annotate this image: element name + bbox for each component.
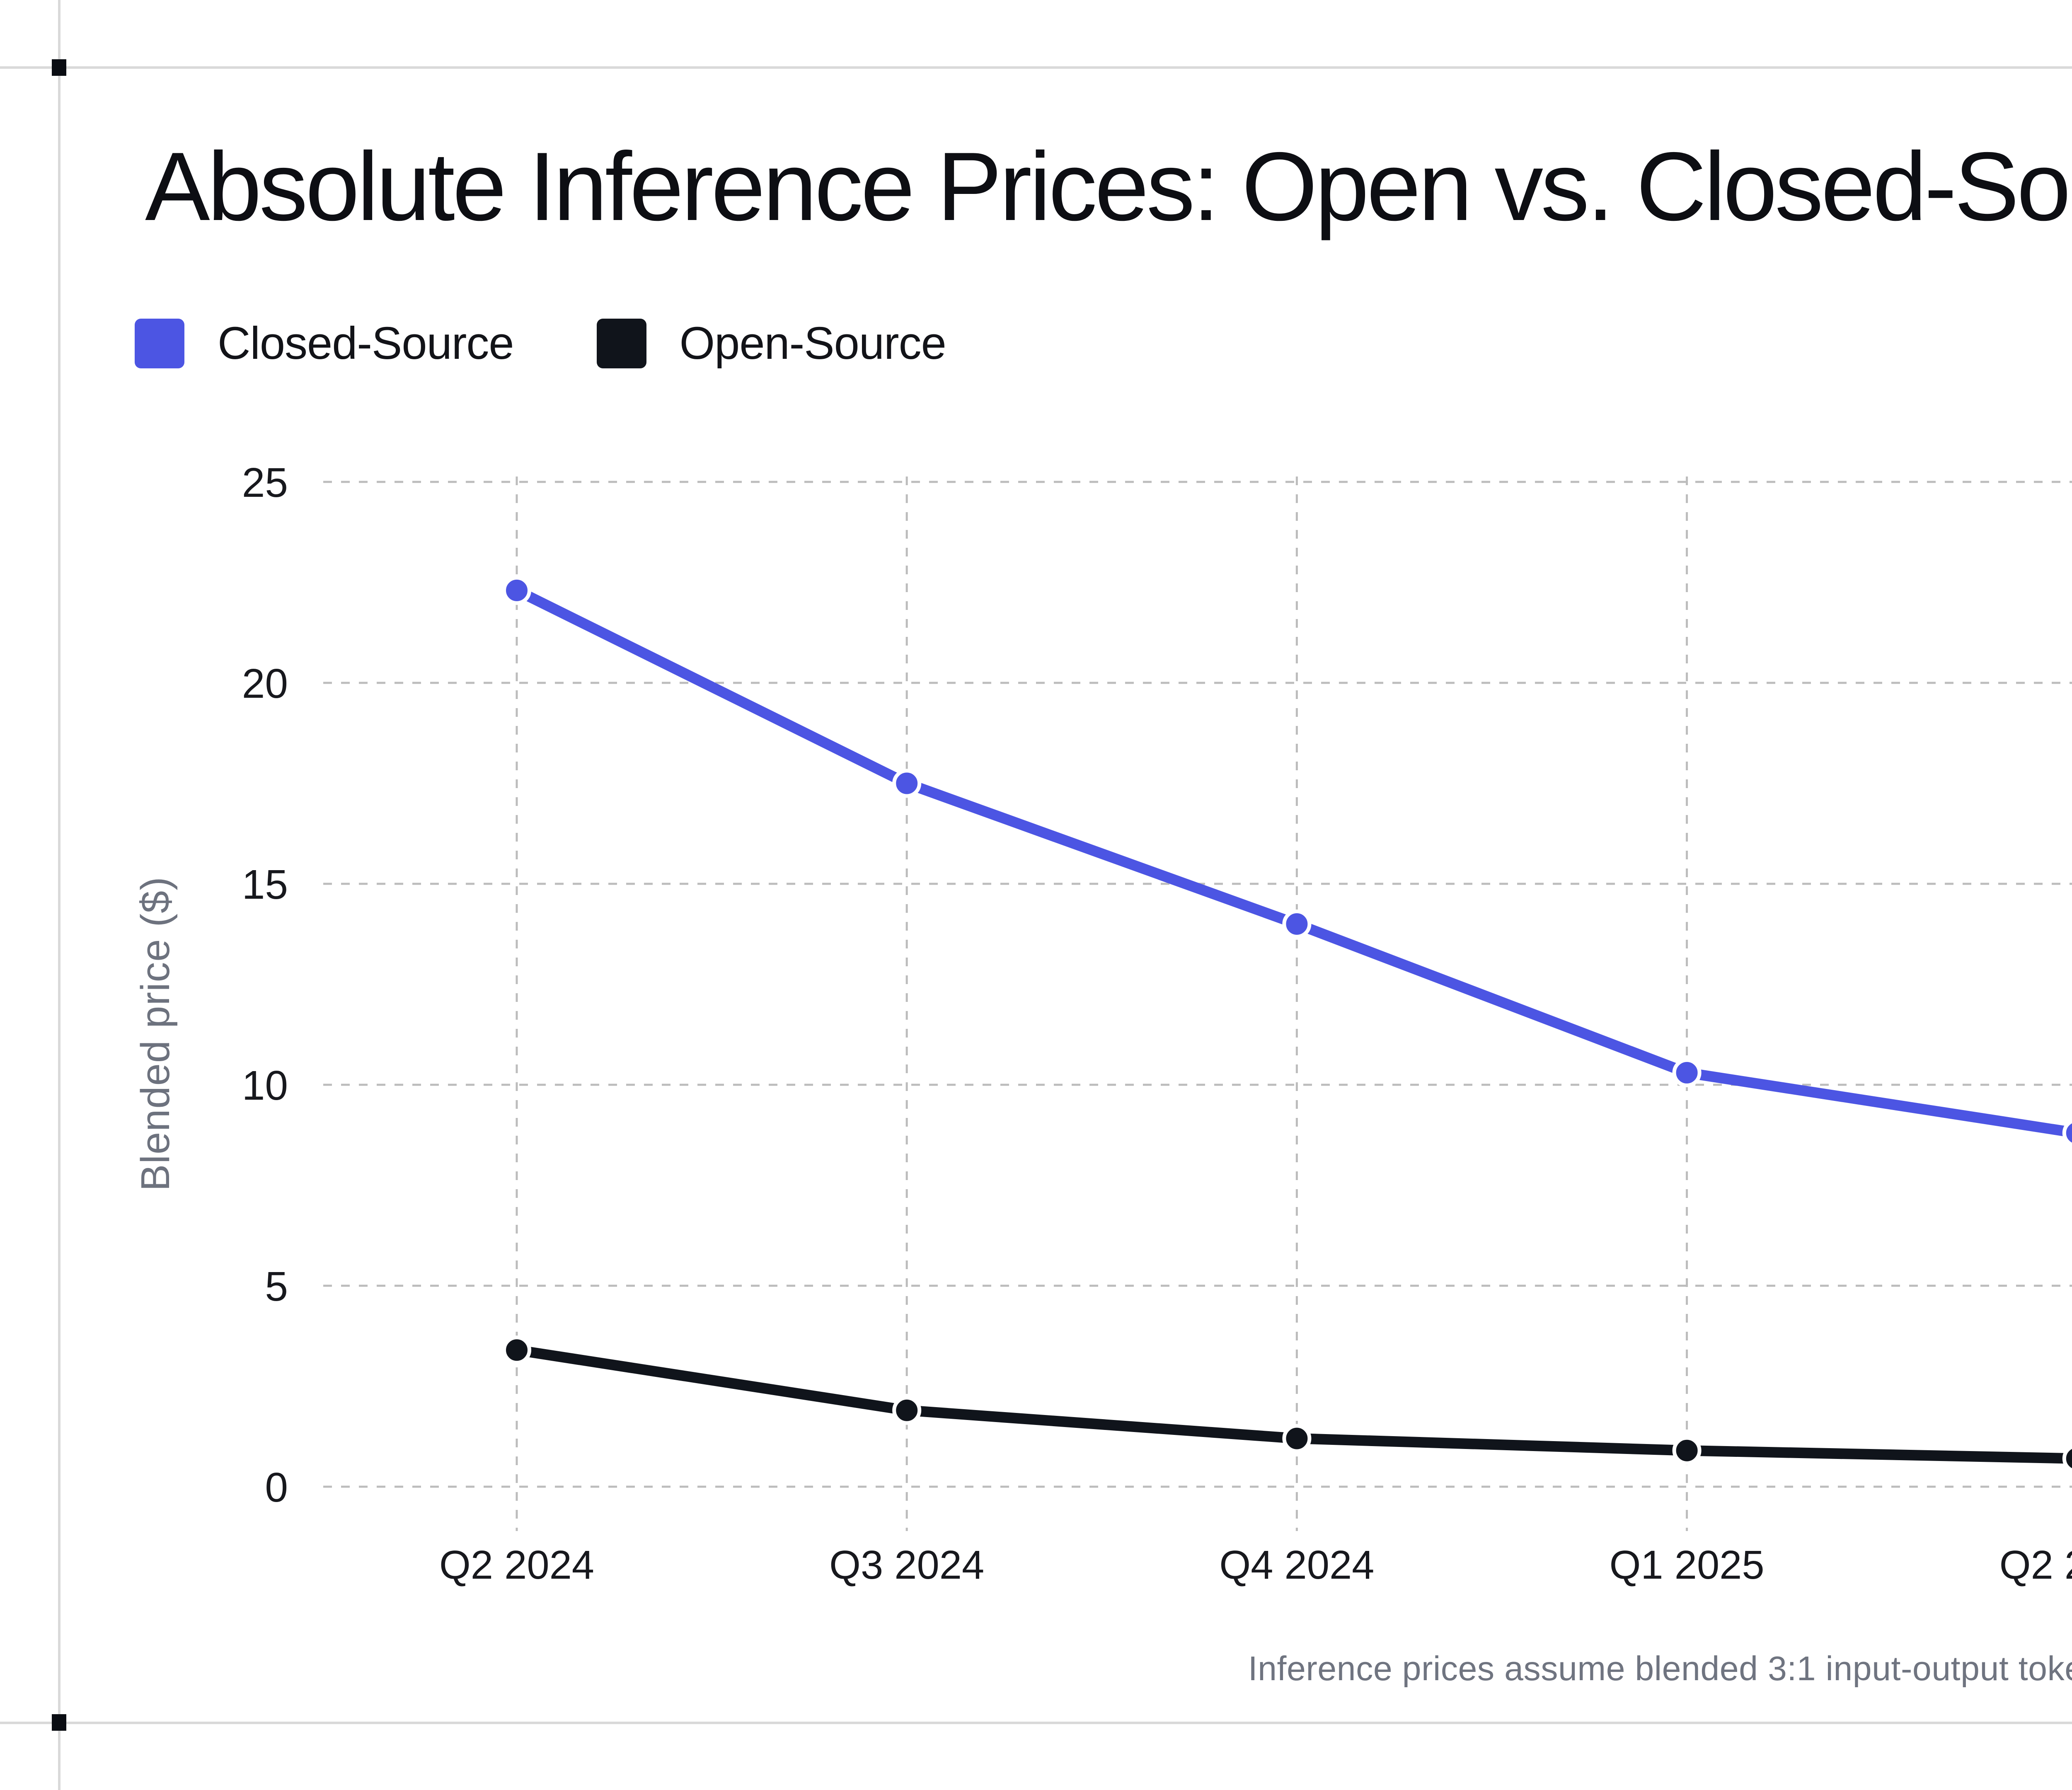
y-tick-label: 10 [242,1062,288,1109]
x-tick-label: Q4 2024 [1219,1542,1374,1587]
legend-item-open-source: Open-Source [596,317,946,370]
crop-mark-top-left [52,59,66,76]
legend-label: Closed-Source [218,318,514,369]
chart-footnote: Inference prices assume blended 3:1 inpu… [1248,1650,2072,1688]
y-tick-label: 25 [242,460,288,506]
frame-line-top [0,66,2072,69]
data-point-closed-source [502,576,531,605]
x-tick-label: Q3 2024 [829,1542,984,1587]
data-point-open-source [1672,1436,1702,1465]
data-point-open-source [892,1396,922,1425]
series-line-closed-source [511,585,2072,1138]
legend-label: Open-Source [679,318,946,369]
x-tick-label: Q2 2025 [1999,1542,2072,1587]
data-point-open-source [1282,1424,1312,1453]
chart-legend: Closed-Source Open-Source [135,317,946,370]
data-point-closed-source [892,769,922,798]
legend-item-closed-source: Closed-Source [135,317,514,370]
data-point-closed-source [2062,1119,2072,1147]
frame-line-bottom [0,1722,2072,1724]
data-point-closed-source [1282,909,1312,939]
closed-source-swatch [135,318,184,368]
x-tick-label: Q1 2025 [1610,1542,1765,1587]
y-tick-label: 15 [242,861,288,908]
data-point-closed-source [1672,1058,1702,1087]
page-title: Absolute Inference Prices: Open vs. Clos… [145,132,2072,241]
crop-mark-bottom-left [52,1714,66,1731]
x-tick-label: Q2 2024 [439,1542,594,1587]
frame-line-left [58,0,61,1790]
data-point-open-source [2062,1445,2072,1473]
open-source-swatch [596,318,646,368]
y-tick-label: 20 [242,660,288,707]
y-tick-label: 0 [265,1464,288,1511]
data-point-open-source [502,1335,531,1365]
y-tick-label: 5 [265,1263,288,1310]
y-axis-title: Blended price ($) [133,876,178,1191]
